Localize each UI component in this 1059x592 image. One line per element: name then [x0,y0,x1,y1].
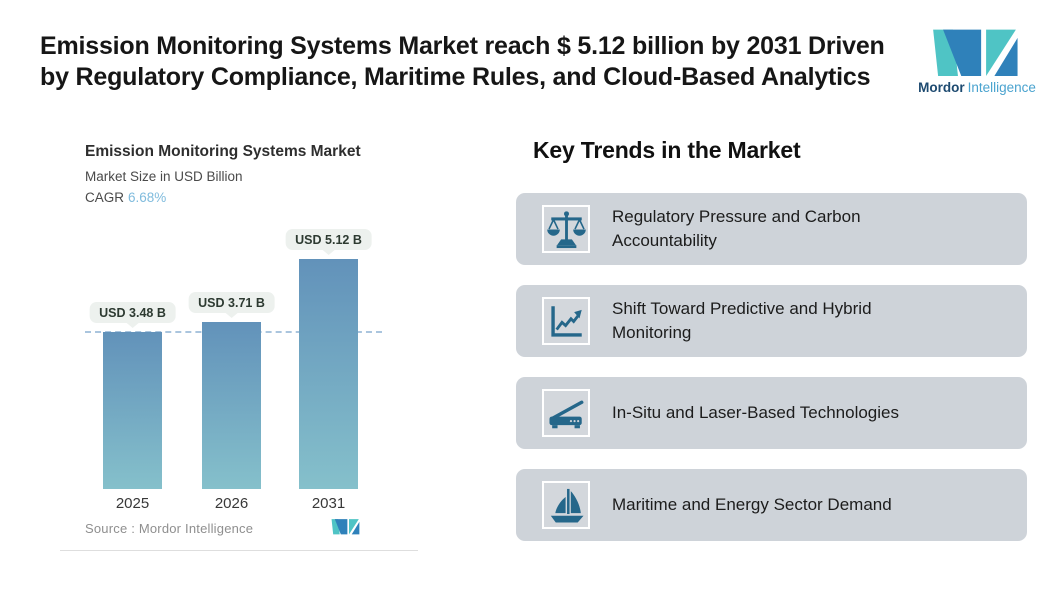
scales-icon [546,210,586,248]
market-chart-card: Emission Monitoring Systems Market Marke… [60,130,418,555]
chart-subtitle: Market Size in USD Billion [85,169,243,184]
trend-card-maritime: Maritime and Energy Sector Demand [516,469,1027,541]
trend-card-regulatory: Regulatory Pressure and Carbon Accountab… [516,193,1027,265]
mordor-intelligence-logo-icon [927,28,1027,76]
bar-plot-area: USD 3.48 B USD 3.71 B USD 5.12 B [60,229,418,489]
sailboat-icon [550,488,584,523]
key-trends-heading: Key Trends in the Market [533,137,801,163]
bar-2026 [202,322,261,489]
bar-value-badge: USD 3.48 B [89,302,176,323]
cagr-label: CAGR [85,190,125,205]
key-trends-section: Key Trends in the Market [516,130,1027,561]
x-axis-label: 2025 [115,495,150,512]
x-axis-label: 2031 [311,495,346,512]
trend-card-predictive: Shift Toward Predictive and Hybrid Monit… [516,285,1027,357]
scanner-laser-icon [548,400,583,428]
chart-title: Emission Monitoring Systems Market [85,143,361,160]
trend-card-laser: In-Situ and Laser-Based Technologies [516,377,1027,449]
page-title-line1: Emission Monitoring Systems Market reach… [40,32,885,60]
x-axis-labels: 2025 2026 2031 [60,495,418,515]
bar-2025 [103,332,162,489]
trend-label: Regulatory Pressure and Carbon Accountab… [612,207,861,250]
trend-label: In-Situ and Laser-Based Technologies [612,403,899,422]
x-axis-label: 2026 [214,495,249,512]
source-text: Source : Mordor Intelligence [85,521,254,536]
trend-list: Regulatory Pressure and Carbon Accountab… [516,193,1027,541]
line-chart-icon [550,305,582,337]
chart-cagr: CAGR 6.68% [85,190,166,205]
icon-tile [542,297,590,345]
brand-logo: Mordor Intelligence [912,28,1042,95]
bar-value-badge: USD 5.12 B [285,229,372,250]
page-title: Emission Monitoring Systems Market reach… [40,31,900,93]
brand-name: Mordor Intelligence [912,80,1042,95]
bar-value-badge: USD 3.71 B [188,292,275,313]
brand-name-bold: Mordor [918,80,965,95]
mordor-intelligence-mini-logo-icon [331,518,361,535]
trend-label: Maritime and Energy Sector Demand [612,495,892,514]
brand-name-light: Intelligence [967,80,1036,95]
page-title-line2: by Regulatory Compliance, Maritime Rules… [40,63,871,91]
source-row: Source : Mordor Intelligence [85,520,393,542]
icon-tile [542,481,590,529]
bar-2031 [299,259,358,489]
icon-tile [542,205,590,253]
cagr-value: 6.68% [128,190,167,205]
trend-label: Shift Toward Predictive and Hybrid Monit… [612,299,872,342]
icon-tile [542,389,590,437]
card-divider [60,550,418,551]
